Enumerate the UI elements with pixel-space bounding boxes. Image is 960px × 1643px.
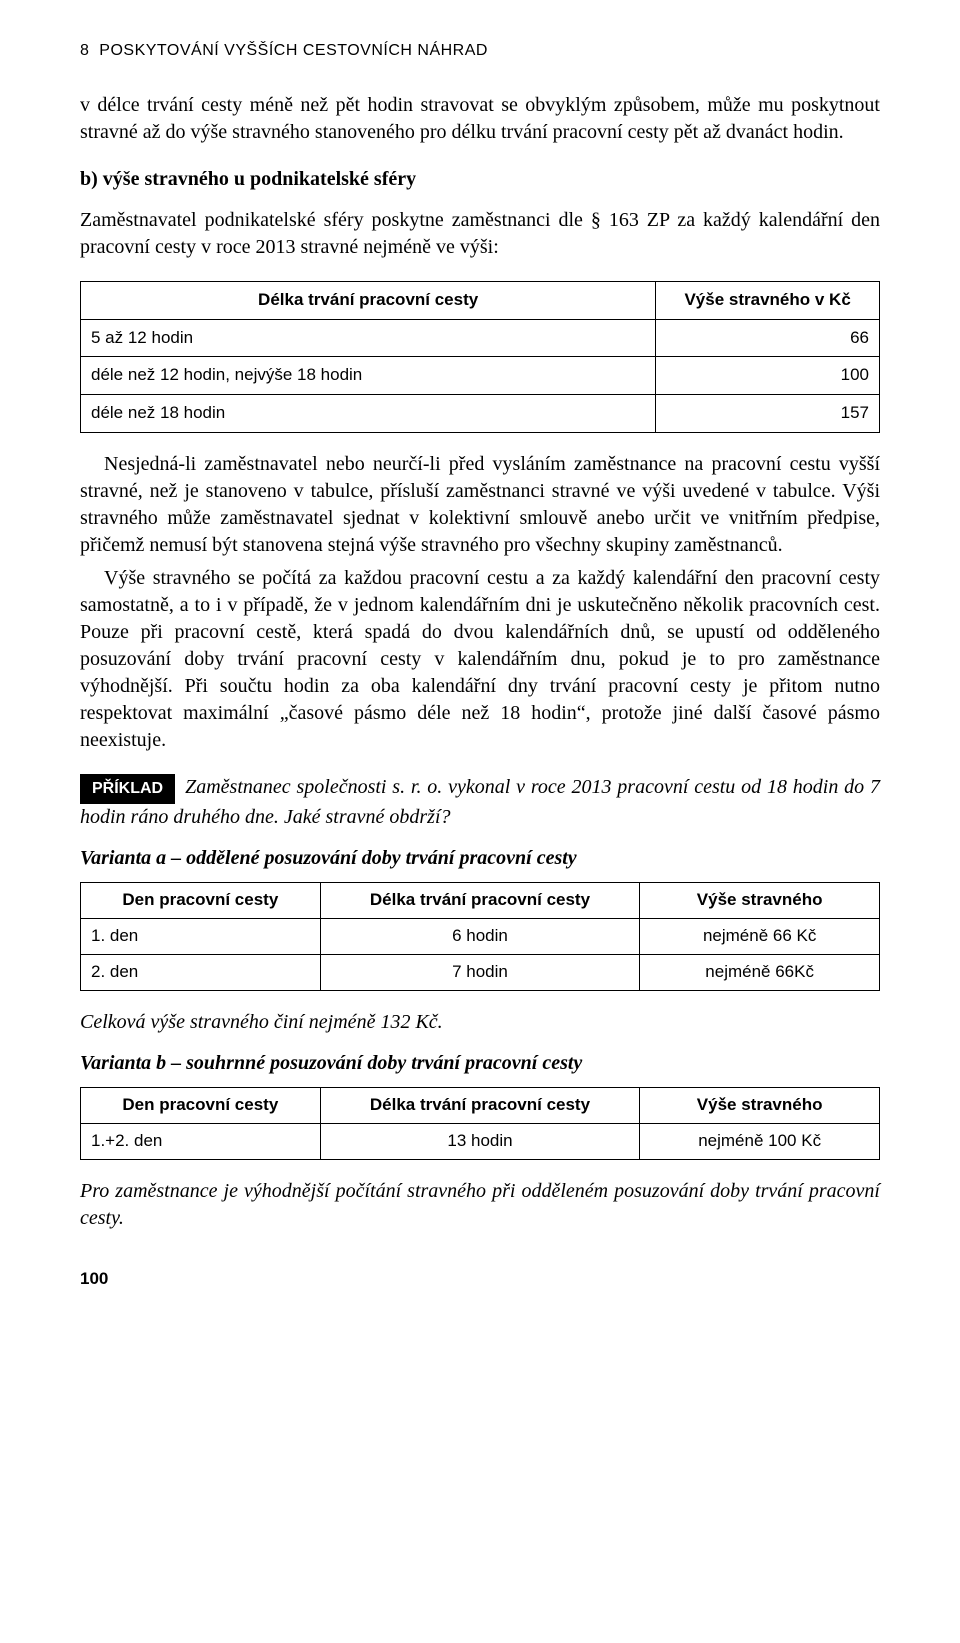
table-row: déle než 12 hodin, nejvýše 18 hodin 100: [81, 357, 880, 395]
variant-b-title: Varianta b – souhrnné posuzování doby tr…: [80, 1050, 880, 1077]
table-cell: 157: [656, 395, 880, 433]
table-row: Délka trvání pracovní cesty Výše stravné…: [81, 281, 880, 319]
page-header: 8 POSKYTOVÁNÍ VYŠŠÍCH CESTOVNÍCH NÁHRAD: [80, 40, 880, 62]
table-header-duration: Délka trvání pracovní cesty: [81, 281, 656, 319]
section-b-title: b) výše stravného u podnikatelské sféry: [80, 166, 880, 193]
table-cell: 1.+2. den: [81, 1123, 321, 1159]
table-cell: nejméně 66 Kč: [640, 918, 880, 954]
table-header: Den pracovní cesty: [81, 882, 321, 918]
table-cell: nejméně 100 Kč: [640, 1123, 880, 1159]
table-cell: déle než 18 hodin: [81, 395, 656, 433]
table-header: Den pracovní cesty: [81, 1087, 321, 1123]
table-cell: 1. den: [81, 918, 321, 954]
variant-a-total: Celková výše stravného činí nejméně 132 …: [80, 1009, 880, 1036]
table-cell: 100: [656, 357, 880, 395]
table-row: 1. den 6 hodin nejméně 66 Kč: [81, 918, 880, 954]
after-table-paragraph-b: Výše stravného se počítá za každou praco…: [80, 565, 880, 754]
final-paragraph: Pro zaměstnance je výhodnější počítání s…: [80, 1178, 880, 1232]
table-cell: 2. den: [81, 954, 321, 990]
table-variant-b: Den pracovní cesty Délka trvání pracovní…: [80, 1087, 880, 1160]
table-header-amount: Výše stravného v Kč: [656, 281, 880, 319]
table-cell: 5 až 12 hodin: [81, 319, 656, 357]
example-label: PŘÍKLAD: [80, 774, 175, 804]
example-block: PŘÍKLADZaměstnanec společnosti s. r. o. …: [80, 774, 880, 831]
chapter-number: 8: [80, 42, 89, 59]
table-cell: 6 hodin: [320, 918, 640, 954]
intro-paragraph: v délce trvání cesty méně než pět hodin …: [80, 92, 880, 146]
table-header: Výše stravného: [640, 1087, 880, 1123]
table-row: Den pracovní cesty Délka trvání pracovní…: [81, 882, 880, 918]
table-header: Délka trvání pracovní cesty: [320, 882, 640, 918]
table-variant-a: Den pracovní cesty Délka trvání pracovní…: [80, 882, 880, 991]
page-number: 100: [80, 1268, 880, 1291]
chapter-title: POSKYTOVÁNÍ VYŠŠÍCH CESTOVNÍCH NÁHRAD: [99, 42, 488, 59]
example-text: Zaměstnanec společnosti s. r. o. vykonal…: [80, 776, 880, 828]
section-b-paragraph: Zaměstnavatel podnikatelské sféry poskyt…: [80, 207, 880, 261]
table-row: Den pracovní cesty Délka trvání pracovní…: [81, 1087, 880, 1123]
table-header: Délka trvání pracovní cesty: [320, 1087, 640, 1123]
table-row: 5 až 12 hodin 66: [81, 319, 880, 357]
variant-a-title: Varianta a – oddělené posuzování doby tr…: [80, 845, 880, 872]
table-row: déle než 18 hodin 157: [81, 395, 880, 433]
table-cell: 13 hodin: [320, 1123, 640, 1159]
table-cell: nejméně 66Kč: [640, 954, 880, 990]
table-stravne: Délka trvání pracovní cesty Výše stravné…: [80, 281, 880, 434]
table-row: 1.+2. den 13 hodin nejméně 100 Kč: [81, 1123, 880, 1159]
after-table-paragraph-a: Nesjedná-li zaměstnavatel nebo neurčí-li…: [80, 451, 880, 559]
table-cell: 7 hodin: [320, 954, 640, 990]
table-row: 2. den 7 hodin nejméně 66Kč: [81, 954, 880, 990]
table-cell: déle než 12 hodin, nejvýše 18 hodin: [81, 357, 656, 395]
table-header: Výše stravného: [640, 882, 880, 918]
table-cell: 66: [656, 319, 880, 357]
